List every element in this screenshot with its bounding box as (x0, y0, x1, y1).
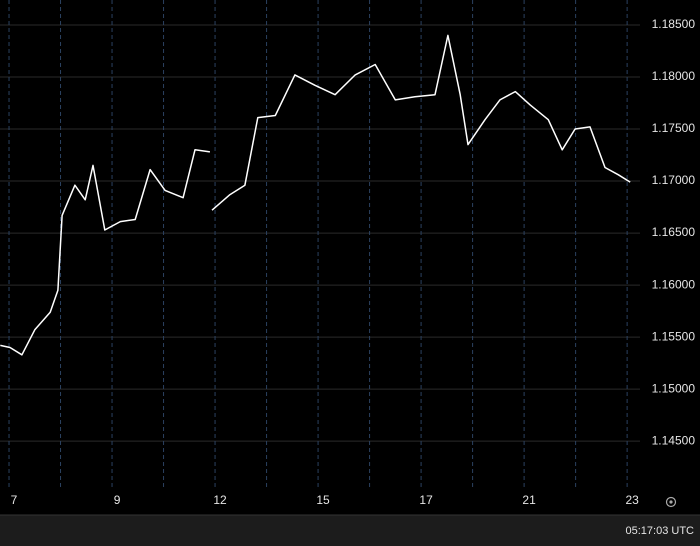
y-tick-label: 1.18000 (652, 69, 696, 83)
y-tick-label: 1.16000 (652, 277, 696, 291)
y-tick-label: 1.15500 (652, 329, 696, 343)
y-tick-label: 1.17000 (652, 173, 696, 187)
y-tick-label: 1.17500 (652, 121, 696, 135)
x-tick-label: 15 (316, 493, 330, 507)
settings-ring[interactable] (665, 496, 677, 508)
x-tick-label: 7 (11, 493, 18, 507)
y-tick-label: 1.14500 (652, 433, 696, 447)
grid (0, 0, 640, 488)
x-tick-label: 17 (419, 493, 433, 507)
status-bar (0, 515, 700, 546)
x-tick-label: 12 (213, 493, 227, 507)
y-tick-label: 1.15000 (652, 381, 696, 395)
clock: 05:17:03 UTC (626, 525, 695, 537)
y-tick-label: 1.18500 (652, 17, 696, 31)
settings-dot[interactable] (669, 500, 673, 504)
x-tick-label: 23 (625, 493, 639, 507)
x-tick-label: 9 (114, 493, 121, 507)
price-line (0, 34, 631, 356)
settings-icon[interactable] (665, 496, 677, 508)
y-tick-label: 1.16500 (652, 225, 696, 239)
x-tick-label: 21 (522, 493, 536, 507)
